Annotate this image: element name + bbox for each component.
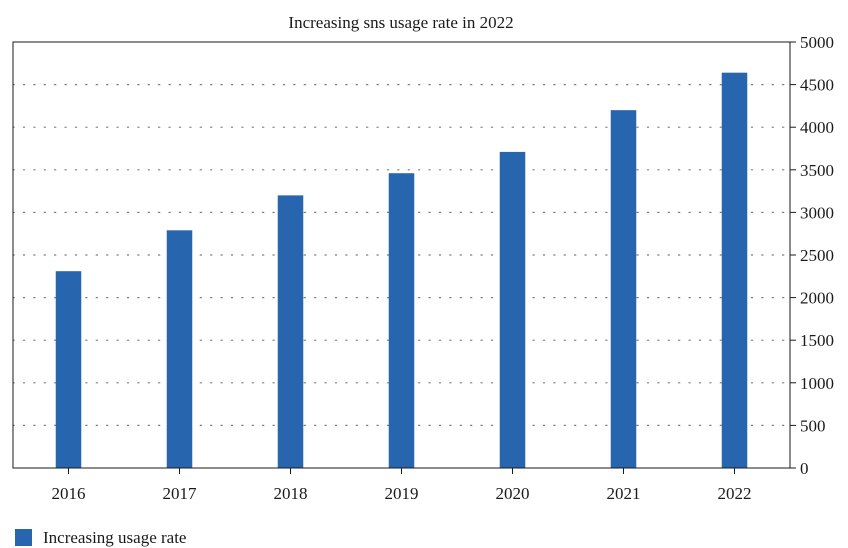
bar-2018: [277, 195, 304, 469]
bar-2016: [55, 271, 82, 468]
y-tick-label: 2000: [800, 289, 834, 308]
legend-swatch: [15, 529, 32, 546]
y-axis: 0 500 1000 1500 2000 2500 3000 3500 4000 4500 5000: [790, 33, 834, 478]
x-tick-label: 2022: [718, 484, 752, 503]
x-tick-label: 2020: [496, 484, 530, 503]
chart-title: Increasing sns usage rate in 2022: [288, 13, 513, 32]
x-tick-label: 2021: [607, 484, 641, 503]
y-tick-label: 1000: [800, 374, 834, 393]
bar-2020: [499, 151, 526, 468]
y-tick-label: 4500: [800, 76, 834, 95]
bar-2022: [721, 72, 748, 468]
legend: Increasing usage rate: [15, 528, 186, 547]
y-tick-label: 1500: [800, 331, 834, 350]
y-tick-label: 3000: [800, 203, 834, 222]
x-axis: 2016 2017 2018 2019 2020 2021 2022: [52, 468, 752, 503]
x-tick-label: 2017: [163, 484, 198, 503]
x-tick-label: 2019: [385, 484, 419, 503]
y-tick-label: 500: [800, 416, 826, 435]
bar-2019: [388, 173, 415, 468]
x-tick-label: 2016: [52, 484, 86, 503]
x-tick-label: 2018: [274, 484, 308, 503]
bar-2017: [166, 230, 193, 468]
y-tick-label: 2500: [800, 246, 834, 265]
bar-2021: [610, 110, 637, 468]
y-tick-label: 4000: [800, 118, 834, 137]
y-tick-label: 3500: [800, 161, 834, 180]
bars: [55, 72, 748, 469]
y-tick-label: 5000: [800, 33, 834, 52]
legend-label: Increasing usage rate: [43, 528, 186, 547]
y-tick-label: 0: [800, 459, 809, 478]
